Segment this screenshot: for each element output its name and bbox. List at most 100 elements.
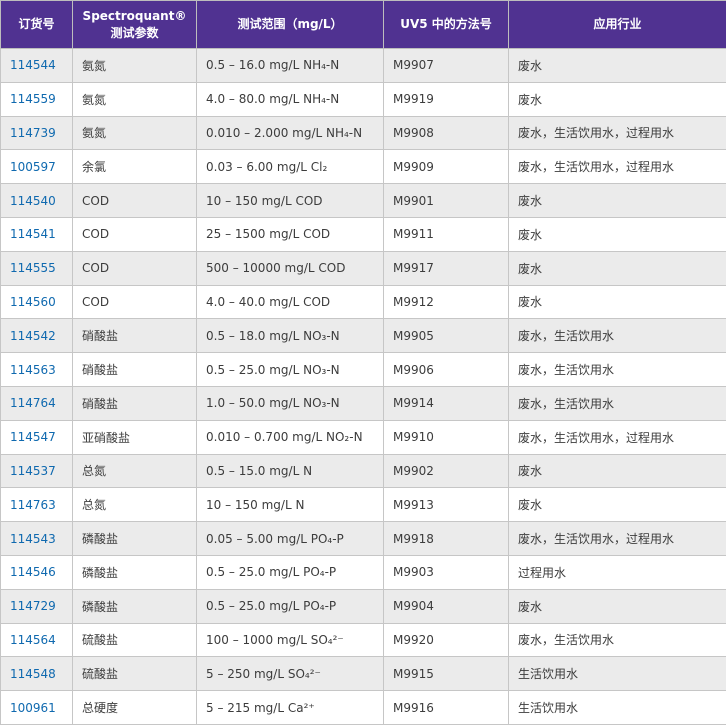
order-number-link[interactable]: 114542 — [0, 318, 73, 354]
test-range: 0.010 – 0.700 mg/L NO₂-N — [196, 419, 384, 455]
test-parameter: COD — [72, 250, 197, 286]
test-parameter: 磷酸盐 — [72, 521, 197, 556]
application-industry: 生活饮用水 — [508, 690, 726, 725]
table-body: 114544 氨氮 0.5 – 16.0 mg/L NH₄-N M9907 废水 1145… — [0, 48, 726, 725]
table-row: 100961 总硬度 5 – 215 mg/L Ca²⁺ M9916 生活饮用水 — [0, 690, 726, 725]
method-number: M9910 — [383, 419, 509, 455]
table-row: 114560 COD 4.0 – 40.0 mg/L COD M9912 废水 — [0, 284, 726, 320]
method-number: M9902 — [383, 453, 509, 489]
table-row: 114548 硫酸盐 5 – 250 mg/L SO₄²⁻ M9915 生活饮用水 — [0, 656, 726, 692]
method-number: M9908 — [383, 115, 509, 151]
test-range: 0.03 – 6.00 mg/L Cl₂ — [196, 149, 384, 185]
order-number-link[interactable]: 114546 — [0, 554, 73, 590]
order-number-link[interactable]: 114564 — [0, 622, 73, 658]
col-header-method-number: UV5 中的方法号 — [383, 0, 509, 49]
application-industry: 废水，生活饮用水 — [508, 622, 726, 658]
method-number: M9912 — [383, 284, 509, 320]
table-row: 114764 硝酸盐 1.0 – 50.0 mg/L NO₃-N M9914 废水，生活… — [0, 385, 726, 421]
table-row: 114540 COD 10 – 150 mg/L COD M9901 废水 — [0, 183, 726, 218]
method-number: M9907 — [383, 48, 509, 83]
application-industry: 废水，生活饮用水，过程用水 — [508, 521, 726, 556]
application-industry: 废水，生活饮用水 — [508, 352, 726, 387]
test-parameter: 余氯 — [72, 149, 197, 185]
test-range: 100 – 1000 mg/L SO₄²⁻ — [196, 622, 384, 658]
test-range: 0.5 – 15.0 mg/L N — [196, 453, 384, 489]
method-number: M9919 — [383, 81, 509, 117]
test-range: 0.5 – 25.0 mg/L PO₄-P — [196, 554, 384, 590]
application-industry: 废水 — [508, 48, 726, 83]
method-number: M9903 — [383, 554, 509, 590]
col-header-order-number: 订货号 — [0, 0, 73, 49]
test-range: 0.05 – 5.00 mg/L PO₄-P — [196, 521, 384, 556]
order-number-link[interactable]: 114537 — [0, 453, 73, 489]
application-industry: 生活饮用水 — [508, 656, 726, 692]
method-number: M9918 — [383, 521, 509, 556]
order-number-link[interactable]: 114543 — [0, 521, 73, 556]
table-row: 114763 总氮 10 – 150 mg/L N M9913 废水 — [0, 487, 726, 523]
test-parameter: 氨氮 — [72, 81, 197, 117]
table-row: 114739 氨氮 0.010 – 2.000 mg/L NH₄-N M9908 废水，… — [0, 115, 726, 151]
test-range: 5 – 215 mg/L Ca²⁺ — [196, 690, 384, 725]
test-parameter: COD — [72, 284, 197, 320]
table-row: 114555 COD 500 – 10000 mg/L COD M9917 废水 — [0, 250, 726, 286]
table-row: 114537 总氮 0.5 – 15.0 mg/L N M9902 废水 — [0, 453, 726, 489]
test-range: 25 – 1500 mg/L COD — [196, 216, 384, 252]
order-number-link[interactable]: 114739 — [0, 115, 73, 151]
order-number-link[interactable]: 100597 — [0, 149, 73, 185]
order-number-link[interactable]: 114560 — [0, 284, 73, 320]
test-parameter: COD — [72, 216, 197, 252]
method-number: M9920 — [383, 622, 509, 658]
test-range: 10 – 150 mg/L N — [196, 487, 384, 523]
test-range: 1.0 – 50.0 mg/L NO₃-N — [196, 385, 384, 421]
test-parameter: 氨氮 — [72, 115, 197, 151]
test-parameter: 硫酸盐 — [72, 656, 197, 692]
method-number: M9913 — [383, 487, 509, 523]
test-parameter: 氨氮 — [72, 48, 197, 83]
test-range: 4.0 – 40.0 mg/L COD — [196, 284, 384, 320]
order-number-link[interactable]: 114764 — [0, 385, 73, 421]
test-range: 4.0 – 80.0 mg/L NH₄-N — [196, 81, 384, 117]
test-parameter: 总氮 — [72, 487, 197, 523]
application-industry: 废水 — [508, 81, 726, 117]
order-number-link[interactable]: 114729 — [0, 588, 73, 624]
test-parameter: 亚硝酸盐 — [72, 419, 197, 455]
order-number-link[interactable]: 100961 — [0, 690, 73, 725]
application-industry: 废水 — [508, 588, 726, 624]
table-row: 114546 磷酸盐 0.5 – 25.0 mg/L PO₄-P M9903 过程用水 — [0, 554, 726, 590]
method-number: M9906 — [383, 352, 509, 387]
table-row: 114729 磷酸盐 0.5 – 25.0 mg/L PO₄-P M9904 废水 — [0, 588, 726, 624]
test-parameter: 总氮 — [72, 453, 197, 489]
order-number-link[interactable]: 114540 — [0, 183, 73, 218]
order-number-link[interactable]: 114544 — [0, 48, 73, 83]
method-number: M9914 — [383, 385, 509, 421]
test-parameter: COD — [72, 183, 197, 218]
col-header-parameter-line: 测试参数 — [110, 25, 159, 40]
table-row: 114543 磷酸盐 0.05 – 5.00 mg/L PO₄-P M9918 废水，生… — [0, 521, 726, 556]
application-industry: 废水 — [508, 183, 726, 218]
order-number-link[interactable]: 114763 — [0, 487, 73, 523]
order-number-link[interactable]: 114547 — [0, 419, 73, 455]
table-row: 114563 硝酸盐 0.5 – 25.0 mg/L NO₃-N M9906 废水，生活… — [0, 352, 726, 387]
method-number: M9915 — [383, 656, 509, 692]
table-row: 114542 硝酸盐 0.5 – 18.0 mg/L NO₃-N M9905 废水，生活… — [0, 318, 726, 354]
col-header-method-label: UV5 中的方法号 — [400, 17, 492, 32]
order-number-link[interactable]: 114541 — [0, 216, 73, 252]
application-industry: 废水，生活饮用水，过程用水 — [508, 149, 726, 185]
order-number-link[interactable]: 114548 — [0, 656, 73, 692]
col-header-industry-label: 应用行业 — [593, 17, 642, 32]
col-header-test-parameter: Spectroquant® 测试参数 — [72, 0, 197, 49]
application-industry: 废水，生活饮用水 — [508, 385, 726, 421]
test-parameter: 总硬度 — [72, 690, 197, 725]
application-industry: 废水 — [508, 216, 726, 252]
order-number-link[interactable]: 114563 — [0, 352, 73, 387]
table-row: 100597 余氯 0.03 – 6.00 mg/L Cl₂ M9909 废水，生活饮用… — [0, 149, 726, 185]
application-industry: 废水 — [508, 487, 726, 523]
application-industry: 废水 — [508, 250, 726, 286]
order-number-link[interactable]: 114555 — [0, 250, 73, 286]
application-industry: 废水 — [508, 284, 726, 320]
order-number-link[interactable]: 114559 — [0, 81, 73, 117]
test-parameter: 硝酸盐 — [72, 318, 197, 354]
test-parameter: 硝酸盐 — [72, 352, 197, 387]
